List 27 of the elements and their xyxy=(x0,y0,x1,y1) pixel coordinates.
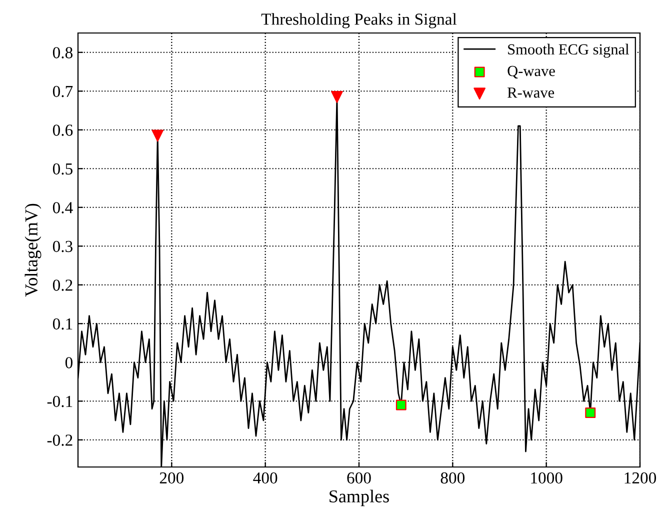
x-tick-label: 600 xyxy=(347,472,371,484)
y-tick-label: 0.6 xyxy=(52,124,73,136)
point xyxy=(585,408,596,418)
y-tick-label: 0.8 xyxy=(52,47,73,58)
x-tick-label: 1000 xyxy=(531,472,562,484)
x-tick-label: 400 xyxy=(253,472,278,484)
y-tick-label: -0.2 xyxy=(47,434,72,446)
y-tick-label: 0 xyxy=(65,357,73,368)
y-tick-label: 0.7 xyxy=(52,86,73,98)
legend-label: Smooth ECG signal xyxy=(508,44,629,58)
y-tick-label: 0.1 xyxy=(52,318,72,330)
y-axis-title: Voltage(mV) xyxy=(24,204,42,297)
y-tick-label: 0.5 xyxy=(52,163,72,175)
x-tick-label: 1200 xyxy=(624,472,656,484)
legend-label: Q-wave xyxy=(508,66,555,78)
point xyxy=(396,400,406,410)
chart-title: Thresholding Peaks in Signal xyxy=(261,13,457,28)
y-tick-label: 0.4 xyxy=(52,202,73,214)
y-tick-label: 0.3 xyxy=(52,240,72,252)
legend-label: R-wave xyxy=(508,88,554,98)
y-tick-label: -0.1 xyxy=(47,396,72,408)
x-tick-label: 200 xyxy=(160,472,184,484)
y-tick-label: 0.2 xyxy=(52,280,72,291)
point xyxy=(152,130,164,142)
x-axis-title: Samples xyxy=(330,490,389,506)
point xyxy=(331,91,343,103)
x-tick-label: 800 xyxy=(440,472,465,484)
